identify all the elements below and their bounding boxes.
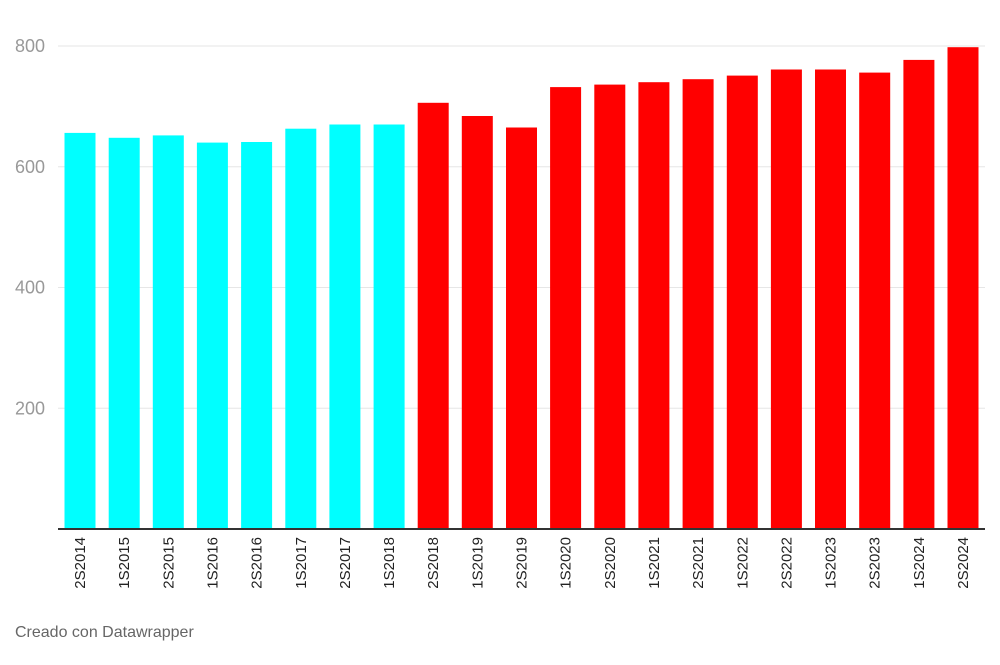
bar-1s2021-13[interactable] [638,82,670,529]
bar-1s2023-17[interactable] [815,69,846,530]
bar-2s2020-12[interactable] [594,84,626,529]
x-tick-label: 2S2024 [955,537,972,589]
bar-1s2022-15[interactable] [726,75,758,529]
x-tick-label: 1S2015 [116,537,133,589]
x-tick-label: 1S2017 [293,537,310,589]
x-tick-label: 1S2023 [823,537,840,589]
x-tick-label: 1S2024 [911,537,928,589]
bar-2s2015-2[interactable] [152,135,184,529]
x-tick-label: 1S2020 [558,537,575,589]
bar-1s2019-9[interactable] [461,116,493,529]
x-tick-label: 1S2021 [646,537,663,589]
x-tick-label: 1S2016 [204,537,221,589]
x-tick-label: 2S2018 [425,537,442,589]
bar-1s2017-5[interactable] [285,128,317,529]
x-tick-label: 1S2019 [469,537,486,589]
y-tick-label: 400 [15,278,45,298]
x-tick-label: 2S2023 [867,537,884,589]
bar-2s2019-10[interactable] [506,127,537,530]
bar-1s2024-19[interactable] [903,59,935,530]
bar-1s2016-3[interactable] [196,142,228,529]
bar-2s2024-20[interactable] [947,47,979,529]
bar-2s2014-0[interactable] [64,132,96,529]
x-tick-label: 2S2014 [72,537,89,589]
bar-2s2018-8[interactable] [417,102,449,530]
y-tick-label: 800 [15,36,45,56]
x-axis-labels: 2S2014 1S2015 2S2015 1S2016 2S2016 1S2017 2S20… [72,537,972,589]
x-tick-label: 2S2016 [249,537,266,589]
x-tick-label: 2S2019 [514,537,531,589]
footer-credit[interactable]: Creado con Datawrapper [15,624,194,641]
bar-2s2016-4[interactable] [241,142,273,529]
bar-1s2015-1[interactable] [108,137,140,530]
bar-2s2022-16[interactable] [770,69,802,530]
bar-2s2021-14[interactable] [682,79,714,529]
y-tick-label: 600 [15,157,45,177]
x-tick-label: 2S2021 [690,537,707,589]
y-axis-labels: 200 400 600 800 [15,36,45,418]
bar-1s2018-7[interactable] [373,124,405,530]
x-tick-label: 2S2020 [602,537,619,589]
bar-2s2017-6[interactable] [329,124,361,530]
x-tick-label: 1S2022 [734,537,751,589]
x-tick-label: 2S2022 [778,537,795,589]
x-tick-label: 2S2017 [337,537,354,589]
bars [64,47,979,530]
bar-1s2020-11[interactable] [550,87,582,529]
x-tick-label: 2S2015 [160,537,177,589]
x-tick-label: 1S2018 [381,537,398,589]
y-tick-label: 200 [15,398,45,418]
bar-2s2023-18[interactable] [859,72,891,529]
